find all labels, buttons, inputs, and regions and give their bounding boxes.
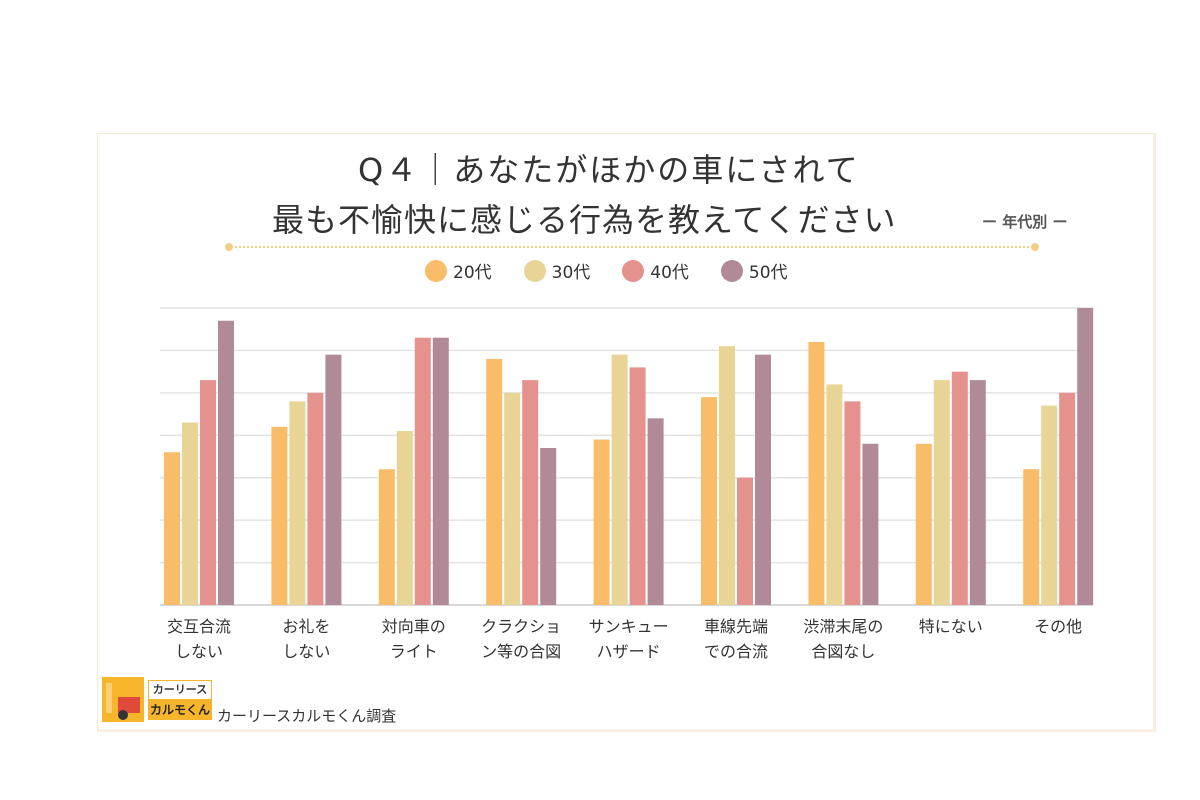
bar	[307, 392, 324, 605]
logo-text-line2: カルモくん	[148, 700, 212, 720]
legend-swatch	[523, 259, 546, 282]
legend: 20代 30代 40代 50代	[425, 258, 788, 283]
logo-text-line1: カーリース	[148, 680, 212, 700]
bar	[969, 380, 986, 605]
x-tick-label: クラクショ ン等の合図	[481, 617, 562, 661]
bar	[629, 367, 646, 605]
legend-swatch	[622, 259, 645, 282]
bar	[325, 354, 342, 605]
bar	[540, 448, 557, 605]
legend-swatch	[425, 259, 447, 282]
bar	[701, 397, 717, 605]
bar	[164, 452, 180, 605]
legend-label: 20代	[453, 263, 492, 283]
legend-label: 40代	[650, 263, 689, 283]
x-tick-label: サンキュー ハザード	[588, 617, 669, 661]
x-tick-label: 交互合流 しない	[166, 617, 231, 661]
chart-title-line2: 最も不愉快に感じる行為を教えてください	[272, 201, 897, 239]
bar	[486, 358, 503, 605]
x-tick-label: 車線先端 での合流	[703, 617, 768, 661]
bar	[414, 337, 431, 605]
bar	[755, 354, 771, 605]
x-tick-label: 渋滞末尾の 合図なし	[803, 617, 884, 661]
bar	[593, 439, 610, 605]
chart-title: Q４｜あなたがほかの車にされて	[358, 151, 860, 189]
bar	[504, 392, 521, 605]
bar	[826, 384, 843, 605]
chart-subtitle: ー 年代別 ー	[982, 213, 1068, 231]
bar	[289, 401, 306, 605]
bar	[271, 426, 288, 605]
x-tick-label: その他	[1034, 617, 1083, 636]
bar	[808, 341, 825, 605]
source-note: カーリースカルモくん調査	[217, 707, 397, 725]
bar	[844, 401, 861, 605]
bar	[432, 337, 449, 605]
legend-swatch	[720, 259, 743, 282]
bar	[951, 371, 968, 605]
bar	[737, 477, 753, 605]
legend-item: 50代	[720, 258, 788, 283]
legend-item: 40代	[622, 258, 689, 283]
x-tick-label: 対向車の ライト	[381, 617, 446, 661]
bar	[1023, 469, 1040, 605]
bar	[915, 443, 932, 605]
karumo-logo: カーリース カルモくん	[102, 677, 212, 722]
legend-label: 50代	[748, 263, 788, 283]
legend-item: 20代	[425, 258, 492, 283]
bar	[647, 418, 664, 605]
bar	[182, 422, 198, 605]
bar	[522, 380, 539, 605]
dotted-divider	[228, 246, 1036, 248]
x-tick-label: お礼を しない	[282, 617, 331, 661]
divider-dot	[1031, 243, 1039, 251]
legend-item: 30代	[523, 258, 591, 283]
bar	[200, 380, 216, 605]
x-tick-label: 特にない	[918, 617, 983, 636]
logo-mark-icon	[102, 677, 144, 722]
bar	[378, 469, 395, 605]
bar	[396, 431, 413, 605]
bar	[611, 354, 628, 605]
bar	[933, 380, 950, 605]
bar	[1041, 405, 1058, 605]
bar	[1059, 392, 1076, 605]
bar	[1077, 308, 1094, 605]
bar	[719, 346, 735, 605]
bar	[862, 443, 879, 605]
bar	[218, 320, 234, 605]
legend-label: 30代	[551, 263, 591, 283]
divider-dot	[225, 243, 233, 251]
